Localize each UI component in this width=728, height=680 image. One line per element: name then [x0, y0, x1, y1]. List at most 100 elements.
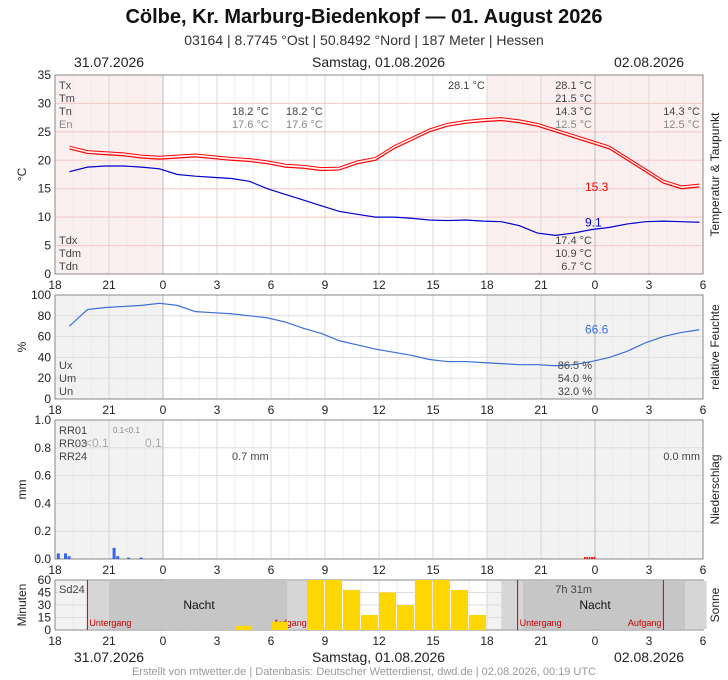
sun-event-label: Aufgang [628, 618, 662, 628]
sunshine-bar [343, 590, 360, 630]
humidity-key: Um [59, 373, 76, 385]
x-tick-label: 0 [160, 563, 167, 577]
night-core [109, 581, 288, 629]
y-tick-label: 20 [38, 153, 52, 167]
x-tick-label: 3 [646, 278, 653, 292]
y-tick-label: 40 [38, 350, 52, 364]
precip-forecast-dot [591, 557, 593, 559]
x-tick-label: 12 [372, 278, 386, 292]
precip-bar [64, 553, 67, 559]
dew-key: Tdm [59, 248, 81, 260]
x-tick-label: 9 [322, 634, 329, 648]
temperature-end-value: 15.3 [585, 180, 609, 194]
night-core [523, 581, 685, 629]
x-tick-label: 18 [48, 403, 62, 417]
x-tick-label: 12 [372, 403, 386, 417]
humidity-key: Ux [59, 360, 73, 372]
x-tick-label: 18 [480, 634, 494, 648]
y-axis-label: % [15, 341, 29, 352]
x-tick-label: 3 [646, 634, 653, 648]
y-axis-label: Minuten [15, 584, 29, 627]
y-tick-label: 1.0 [34, 413, 51, 427]
x-tick-label: 18 [480, 563, 494, 577]
plot-frame-precipitation [54, 419, 704, 560]
x-tick-label: 18 [48, 563, 62, 577]
day-value: 12.5 °C [555, 119, 592, 131]
sun-event-label: Untergang [520, 618, 562, 628]
x-tick-label: 6 [268, 563, 275, 577]
x-tick-label: 9 [322, 563, 329, 577]
temp-key: Tn [59, 106, 72, 118]
x-tick-label: 12 [372, 634, 386, 648]
dew-key-value: 17.4 °C [555, 235, 592, 247]
x-tick-label: 15 [426, 403, 440, 417]
temperature-line [69, 119, 700, 190]
date-left-bottom: 31.07.2026 [74, 649, 145, 665]
y-tick-label: 30 [38, 96, 52, 110]
night-label: Nacht [183, 598, 215, 612]
day-value: 28.1 °C [555, 80, 592, 92]
humidity-key-value: 86.5 % [558, 360, 592, 372]
sunshine-key: Sd24 [59, 584, 85, 596]
x-tick-label: 21 [534, 278, 548, 292]
y-tick-label: 35 [38, 68, 52, 82]
x-tick-label: 3 [214, 403, 221, 417]
x-tick-label: 9 [322, 403, 329, 417]
humidity-end-value: 66.6 [585, 323, 609, 337]
x-tick-label: 6 [700, 403, 707, 417]
y-axis-label: °C [15, 167, 29, 181]
precip-key: RR24 [59, 451, 87, 463]
side-label: Temperatur & Taupunkt [708, 112, 722, 237]
plot-frame-temperature [54, 74, 704, 275]
temp-key: En [59, 119, 72, 131]
side-label: relative Feuchte [708, 304, 722, 390]
y-tick-label: 80 [38, 309, 52, 323]
x-tick-label: 6 [268, 634, 275, 648]
y-tick-label: 10 [38, 210, 52, 224]
y-tick-label: 15 [38, 611, 52, 625]
station-info: 03164 | 8.7745 °Ost | 50.8492 °Nord | 18… [184, 32, 544, 48]
y-tick-label: 0 [44, 623, 51, 637]
sunshine-bar [433, 580, 450, 630]
x-tick-label: 21 [534, 634, 548, 648]
side-label: Niederschlag [708, 454, 722, 524]
temp-key: Tm [59, 93, 75, 105]
precip-bar [116, 556, 120, 559]
y-tick-label: 0.0 [34, 552, 51, 566]
temperature-line-2 [69, 117, 700, 187]
dew-key: Tdn [59, 261, 78, 273]
y-tick-label: 0.6 [34, 469, 51, 483]
x-tick-label: 6 [700, 278, 707, 292]
sunshine-day-total: 7h 31m [555, 584, 592, 596]
x-tick-label: 21 [534, 403, 548, 417]
precip-right-total: 0.0 mm [663, 451, 700, 463]
precip-bar [56, 553, 60, 559]
x-tick-label: 0 [592, 634, 599, 648]
sunshine-bar [235, 625, 252, 630]
y-tick-label: 45 [38, 586, 52, 600]
sunshine-bar [415, 580, 432, 630]
precip-key: RR01 [59, 425, 87, 437]
x-tick-label: 3 [214, 563, 221, 577]
x-tick-label: 21 [102, 634, 116, 648]
y-tick-label: 60 [38, 573, 52, 587]
precip-forecast-dot [593, 557, 596, 559]
x-tick-label: 0 [592, 278, 599, 292]
humidity-key-value: 54.0 % [558, 373, 592, 385]
x-tick-label: 18 [48, 278, 62, 292]
precip-key-value: 0.1<0.1 [113, 426, 140, 435]
dewpoint-end-value: 9.1 [585, 215, 602, 229]
x-tick-label: 21 [534, 563, 548, 577]
y-tick-label: 15 [38, 182, 52, 196]
dewpoint-line [69, 165, 700, 236]
y-tick-label: 0 [44, 392, 51, 406]
precip-forecast-dot [584, 557, 586, 559]
tx-value: 28.1 °C [448, 80, 485, 92]
y-tick-label: 100 [31, 288, 51, 302]
x-tick-label: 18 [48, 634, 62, 648]
sun-event-label: Untergang [89, 618, 131, 628]
sunshine-bar [271, 621, 288, 630]
sunshine-bar [469, 615, 486, 630]
date-left-top: 31.07.2026 [74, 54, 145, 70]
y-tick-label: 0.8 [34, 441, 51, 455]
